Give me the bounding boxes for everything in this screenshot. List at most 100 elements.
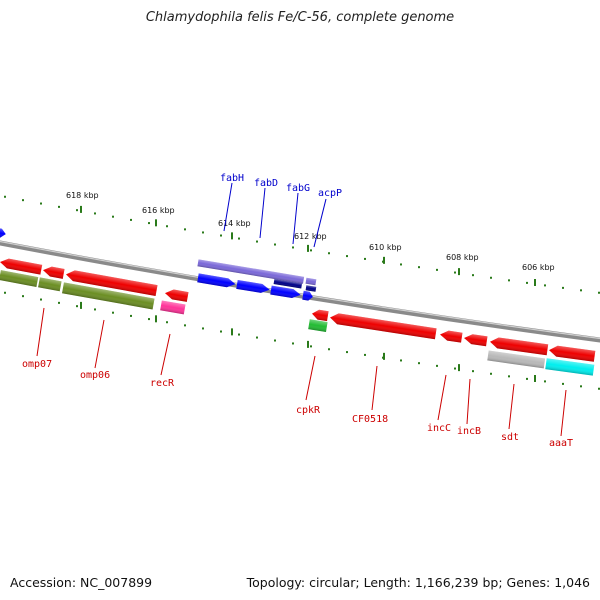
tick-dot (328, 252, 330, 255)
gene-label-CF0518: CF0518 (352, 414, 388, 425)
feature-shade (197, 273, 236, 288)
tick-dot (526, 281, 528, 284)
tick-dot (94, 308, 96, 311)
recR-bar (160, 300, 186, 315)
acpP-arrow (302, 290, 313, 301)
tick-dot (598, 291, 600, 294)
aaaT-bar (545, 358, 595, 376)
tick-dot (184, 324, 186, 327)
tick-dot (310, 249, 312, 252)
tick-dot (202, 231, 204, 234)
feature-shade (302, 290, 313, 301)
sdt-arrow (490, 337, 549, 356)
fabD-arrow (236, 279, 270, 293)
feature-shade (197, 259, 305, 284)
feature-shade (270, 285, 301, 299)
tick-dot (40, 298, 42, 301)
feature-shade (308, 319, 328, 332)
omp07-arrow (66, 270, 158, 296)
fabG-arrow (270, 285, 301, 299)
major-tick (383, 256, 385, 264)
major-tick (307, 244, 309, 252)
edge-arrow (0, 227, 6, 238)
omp06-bar (62, 282, 155, 310)
gene-features (0, 227, 596, 376)
gene-label-cpkR: cpkR (296, 405, 321, 416)
cpkR-bar (308, 319, 328, 332)
tick-dot (112, 311, 114, 314)
major-tick (534, 279, 536, 287)
tick-dot (130, 314, 132, 317)
tick-label: 614 kbp (218, 219, 251, 228)
backbone-group (0, 240, 600, 343)
tick-dot (184, 228, 186, 231)
leader-line (292, 192, 299, 245)
leader-line (259, 187, 266, 239)
major-tick (80, 205, 82, 213)
tick-dot (580, 289, 582, 292)
feature-shade (490, 337, 549, 356)
tick-dot (472, 370, 474, 373)
gene-label-incC: incC (427, 423, 451, 434)
recR-arrow (165, 289, 189, 302)
major-tick (458, 268, 460, 276)
tick-dot (292, 246, 294, 249)
tick-dot (400, 263, 402, 266)
tick-dot (508, 279, 510, 282)
tick-label: 616 kbp (142, 206, 175, 215)
tick-dot (256, 240, 258, 243)
major-tick (458, 364, 460, 372)
leader-line (371, 365, 378, 411)
feature-shade (487, 350, 546, 369)
tick-dot (508, 375, 510, 378)
leader-line (466, 378, 471, 425)
major-tick (231, 328, 233, 336)
gene-label-incB: incB (457, 426, 481, 437)
genome-backbone (0, 240, 600, 343)
gene-label-recR: recR (150, 378, 175, 389)
tick-dot (220, 330, 222, 333)
tick-dot (346, 351, 348, 354)
feature-shade (38, 277, 62, 292)
leader-line (313, 198, 327, 248)
tick-label: 610 kbp (369, 243, 402, 252)
tick-dot (148, 318, 150, 321)
tick-dot (472, 274, 474, 277)
feature-shade (464, 334, 488, 347)
tick-dot (76, 305, 78, 308)
leader-line (160, 333, 171, 376)
tick-rows (4, 195, 600, 390)
feature-shade (440, 330, 463, 343)
major-tick (383, 352, 385, 360)
tick-dot (4, 291, 6, 294)
tick-dot (364, 257, 366, 260)
tick-dot (238, 333, 240, 336)
feature-shade (545, 358, 595, 376)
major-tick (155, 315, 157, 323)
tick-dot (274, 243, 276, 246)
accession-text: Accession: NC_007899 (10, 575, 153, 590)
acpP-bar-2 (305, 285, 317, 292)
gene-labels: fabH fabD fabG acpP omp07 omp06 recR cpkR CF0518… (22, 173, 573, 449)
tick-dot (364, 353, 366, 356)
aaaT-arrow (549, 345, 596, 362)
major-tick (155, 219, 157, 227)
gene-leaders (36, 182, 567, 437)
incC-arrow (440, 330, 463, 343)
tick-dot (76, 209, 78, 212)
tick-dot (166, 225, 168, 228)
leader-line (36, 307, 45, 357)
tick-dot (544, 284, 546, 287)
gene-label-omp07: omp07 (22, 359, 52, 370)
red-gene-1 (0, 258, 43, 275)
gene-label-sdt: sdt (501, 432, 519, 443)
tick-label: 608 kbp (446, 253, 479, 262)
tick-dot (526, 377, 528, 380)
tick-dot (238, 237, 240, 240)
fabH-arrow (197, 273, 236, 288)
feature-shade (165, 289, 189, 302)
tick-dot (598, 387, 600, 390)
tick-dot (274, 339, 276, 342)
genome-summary-text: Topology: circular; Length: 1,166,239 bp… (246, 575, 590, 590)
genome-backbone-highlight (0, 240, 600, 340)
